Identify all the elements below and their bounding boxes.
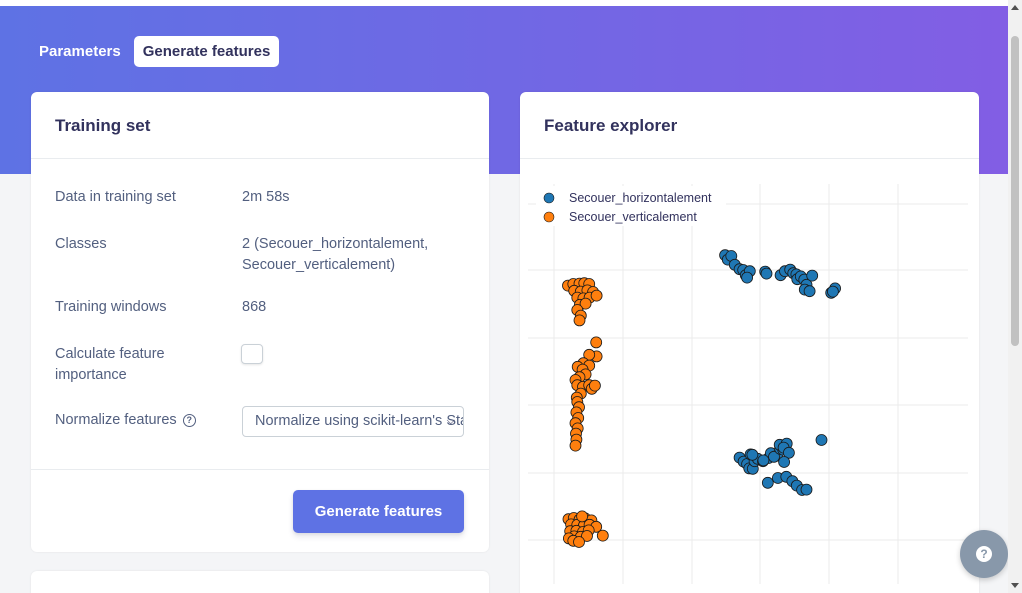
scatter-point xyxy=(590,336,603,349)
tab-generate-features[interactable]: Generate features xyxy=(133,36,280,67)
normalize-select-value: Normalize using scikit-learn's StandardS… xyxy=(255,413,463,429)
training-set-card: Training set Data in training set 2m 58s… xyxy=(31,92,489,552)
tab-parameters[interactable]: Parameters xyxy=(39,43,121,60)
scatter-point xyxy=(746,448,759,461)
classes-label: Classes xyxy=(55,236,107,252)
normalize-features-label: Normalize features xyxy=(55,412,177,428)
scatter-point xyxy=(573,536,585,548)
normalize-select[interactable]: Normalize using scikit-learn's StandardS… xyxy=(242,406,464,437)
normalize-features-row: Normalize features ? xyxy=(55,410,196,431)
training-set-title: Training set xyxy=(31,92,489,159)
scatter-point xyxy=(768,450,780,463)
scatter-point xyxy=(782,446,795,459)
scatter-point xyxy=(803,285,816,298)
scatter-point xyxy=(815,434,828,446)
scatter-point xyxy=(573,314,586,327)
question-circle-icon[interactable]: ? xyxy=(182,414,196,427)
feature-importance-checkbox[interactable] xyxy=(241,344,263,364)
chevron-down-icon: ⌵ xyxy=(446,415,455,427)
help-icon: ? xyxy=(976,546,992,562)
feature-explorer-card: Feature explorer Secouer_horizontalement… xyxy=(520,92,979,593)
scatter-point xyxy=(757,454,770,467)
data-in-training-set-label: Data in training set xyxy=(55,189,176,205)
scatter-point xyxy=(579,297,592,310)
training-windows-value: 868 xyxy=(242,299,267,315)
top-strip xyxy=(0,0,1008,6)
scatter-point xyxy=(800,483,813,496)
classes-value: 2 (Secouer_horizontalement, Secouer_vert… xyxy=(242,236,429,273)
tab-bar: Parameters Generate features xyxy=(30,36,280,67)
feature-explorer-title: Feature explorer xyxy=(520,92,979,159)
card-divider xyxy=(31,469,489,470)
scatter-point xyxy=(596,529,609,542)
feature-importance-label: Calculate feature importance xyxy=(55,346,165,383)
scatter-point xyxy=(581,530,593,542)
scroll-down-arrow[interactable] xyxy=(1011,583,1019,588)
scatter-point xyxy=(806,269,819,282)
scatter-point xyxy=(576,510,588,523)
scatter-point xyxy=(761,476,774,489)
legend-label[interactable]: Secouer_horizontalement xyxy=(569,191,712,205)
scatter-point xyxy=(826,285,839,298)
data-in-training-set-value: 2m 58s xyxy=(242,189,290,205)
legend-background xyxy=(536,186,726,226)
next-card xyxy=(31,571,489,593)
legend-marker xyxy=(543,211,555,223)
training-windows-label: Training windows xyxy=(55,299,167,315)
scatter-point xyxy=(778,456,791,468)
page-scrollbar[interactable] xyxy=(1008,0,1022,593)
feature-scatter-plot[interactable]: Secouer_horizontalement Secouer_verticale… xyxy=(528,184,968,584)
generate-features-button[interactable]: Generate features xyxy=(293,490,464,533)
scatter-point xyxy=(741,271,754,284)
help-button[interactable]: ? xyxy=(960,530,1008,578)
scroll-up-arrow[interactable] xyxy=(1011,5,1019,10)
scroll-thumb[interactable] xyxy=(1011,36,1019,346)
scatter-point xyxy=(760,267,773,280)
legend-label[interactable]: Secouer_verticalement xyxy=(569,210,697,224)
scatter-point xyxy=(569,439,582,452)
legend-marker xyxy=(543,192,555,204)
scatter-point xyxy=(589,379,601,392)
scatter-point xyxy=(590,289,603,302)
